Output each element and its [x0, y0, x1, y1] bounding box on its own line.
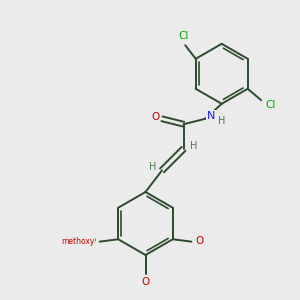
- Text: H: H: [218, 116, 225, 126]
- Text: N: N: [206, 111, 215, 121]
- Text: H: H: [149, 162, 156, 172]
- Text: O: O: [196, 236, 204, 246]
- Text: H: H: [190, 141, 197, 151]
- Text: O: O: [87, 236, 95, 246]
- Text: Cl: Cl: [265, 100, 275, 110]
- Text: O: O: [151, 112, 160, 122]
- Text: Cl: Cl: [178, 31, 189, 41]
- Text: methoxy: methoxy: [61, 236, 95, 245]
- Text: O: O: [141, 277, 150, 287]
